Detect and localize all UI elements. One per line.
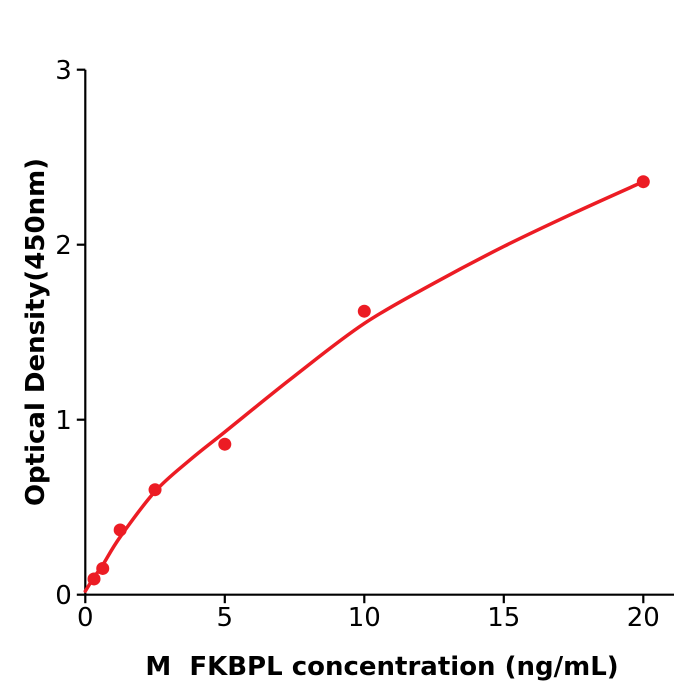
fit-curve xyxy=(83,179,646,593)
y-tick-label: 3 xyxy=(55,56,72,86)
x-tick-label: 15 xyxy=(487,603,520,633)
y-tick-label: 1 xyxy=(55,406,72,436)
data-point xyxy=(357,304,371,318)
y-tick-label: 2 xyxy=(55,231,72,261)
y-axis-label: Optical Density(450nm) xyxy=(21,157,51,507)
data-point xyxy=(218,437,232,451)
x-tick-label: 5 xyxy=(217,603,234,633)
data-series xyxy=(83,175,650,593)
x-tick-label: 0 xyxy=(77,603,94,633)
x-tick-label: 10 xyxy=(348,603,381,633)
axes: 0 5 10 15 20 0 1 2 3 xyxy=(55,56,674,633)
y-tick-label: 0 xyxy=(55,581,72,611)
x-axis-label: M FKBPL concentration (ng/mL) xyxy=(145,652,619,682)
x-tick-label: 20 xyxy=(627,603,660,633)
